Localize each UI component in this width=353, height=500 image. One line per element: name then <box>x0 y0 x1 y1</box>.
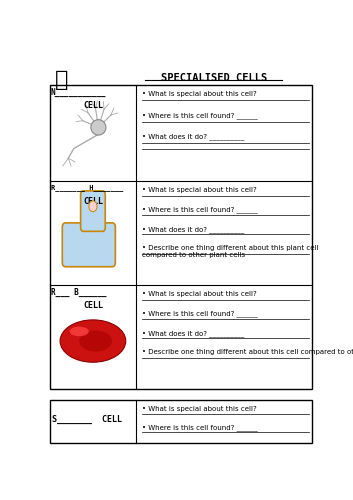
Bar <box>49 85 312 389</box>
Text: • What does it do? __________: • What does it do? __________ <box>142 330 244 336</box>
Text: • Where is this cell found? ______: • Where is this cell found? ______ <box>142 424 257 431</box>
Text: • What is special about this cell?: • What is special about this cell? <box>142 91 257 97</box>
Text: S_______  CELL: S_______ CELL <box>52 415 122 424</box>
Ellipse shape <box>60 320 126 362</box>
Ellipse shape <box>70 326 89 336</box>
Text: CELL: CELL <box>83 198 103 206</box>
Text: • Describe one thing different about this plant cell compared to other plant cel: • Describe one thing different about thi… <box>142 245 318 258</box>
Text: • Where is this cell found? ______: • Where is this cell found? ______ <box>142 310 257 318</box>
Text: • What is special about this cell?: • What is special about this cell? <box>142 406 257 412</box>
Text: SPECIALISED CELLS: SPECIALISED CELLS <box>161 74 267 84</box>
Text: • Describe one thing different about this cell compared to other cells: • Describe one thing different about thi… <box>142 349 353 355</box>
Text: • What does it do? __________: • What does it do? __________ <box>142 134 244 140</box>
Text: • Where is this cell found? ______: • Where is this cell found? ______ <box>142 112 257 119</box>
Text: • Where is this cell found? ______: • Where is this cell found? ______ <box>142 206 257 214</box>
Text: • What is special about this cell?: • What is special about this cell? <box>142 188 257 194</box>
Ellipse shape <box>79 330 112 351</box>
Bar <box>49 400 312 443</box>
FancyBboxPatch shape <box>80 191 105 232</box>
Text: • What does it do? __________: • What does it do? __________ <box>142 226 244 232</box>
FancyBboxPatch shape <box>62 223 115 266</box>
Ellipse shape <box>91 120 106 135</box>
Text: CELL: CELL <box>83 302 103 310</box>
Text: 🦀: 🦀 <box>55 70 68 89</box>
Text: • What is special about this cell?: • What is special about this cell? <box>142 292 257 298</box>
Text: N___________: N___________ <box>51 88 107 97</box>
Ellipse shape <box>89 201 97 211</box>
Text: CELL: CELL <box>83 101 103 110</box>
Text: R_______ H_______: R_______ H_______ <box>51 184 123 192</box>
Text: R___ B______: R___ B______ <box>51 288 107 298</box>
